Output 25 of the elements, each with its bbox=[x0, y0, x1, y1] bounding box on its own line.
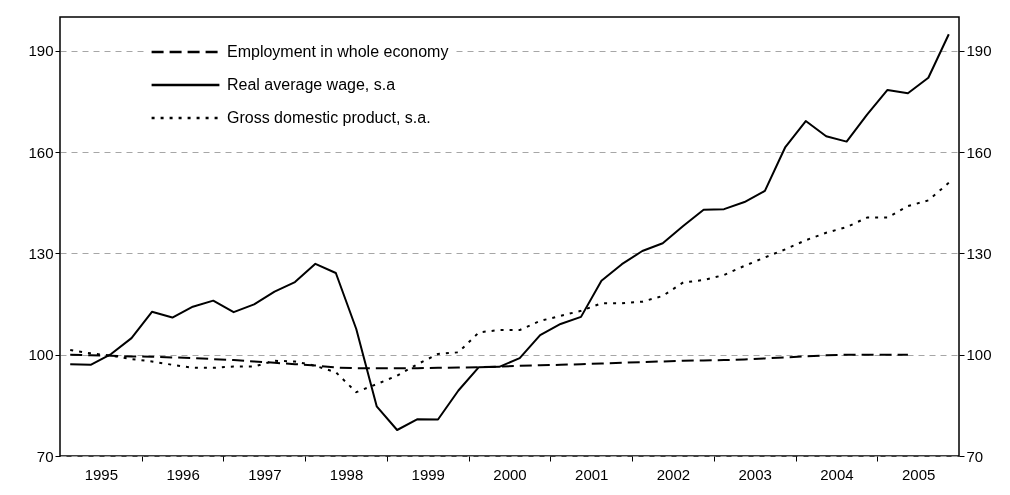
x-tick-label: 2002 bbox=[656, 465, 691, 483]
y-tick-label: 160 bbox=[28, 143, 54, 161]
x-tick-label: 2000 bbox=[493, 465, 527, 483]
legend-label: Employment in whole economy bbox=[227, 43, 449, 60]
y2-tick-label: 190 bbox=[966, 42, 992, 60]
x-tick-label: 1998 bbox=[329, 465, 364, 483]
y2-tick-label: 100 bbox=[966, 346, 992, 364]
line-series bbox=[69, 33, 950, 431]
x-tick-label: 2001 bbox=[575, 465, 609, 483]
y-tick-label: 70 bbox=[36, 447, 54, 465]
legend-label: Real average wage, s.a bbox=[227, 76, 396, 93]
x-tick-label: 2005 bbox=[901, 465, 936, 483]
y2-tick-label: 130 bbox=[966, 244, 992, 262]
x-tick-label: 1999 bbox=[411, 465, 445, 483]
y2-tick-label: 70 bbox=[966, 447, 984, 465]
legend-label: Gross domestic product, s.a. bbox=[227, 109, 431, 126]
y-tick-label: 190 bbox=[28, 42, 54, 60]
x-tick-label: 1996 bbox=[166, 465, 200, 483]
x-tick-label: 2004 bbox=[820, 465, 854, 483]
x-tick-label: 1997 bbox=[248, 465, 282, 483]
x-tick-label: 1995 bbox=[84, 465, 119, 483]
y-tick-label: 100 bbox=[28, 346, 54, 364]
y2-tick-label: 160 bbox=[966, 143, 992, 161]
y-tick-label: 130 bbox=[28, 244, 54, 262]
x-tick-label: 2003 bbox=[738, 465, 772, 483]
